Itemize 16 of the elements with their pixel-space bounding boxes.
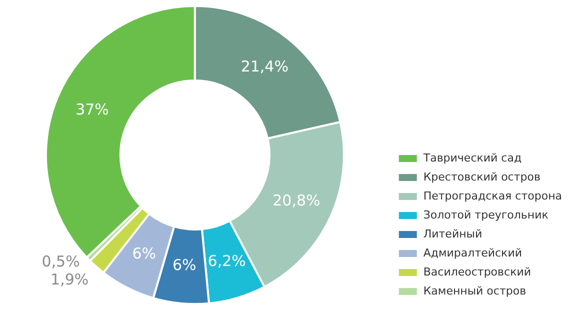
- legend-label: Петроградская сторона: [423, 189, 562, 202]
- data-label: 37%: [76, 100, 109, 119]
- legend-label: Таврический сад: [422, 151, 522, 164]
- data-label: 6,2%: [208, 252, 246, 270]
- data-label: 1,9%: [50, 270, 89, 289]
- legend-label: Василеостровский: [423, 265, 532, 278]
- legend-label: Золотой треугольник: [423, 208, 549, 222]
- data-label: 6%: [132, 244, 156, 262]
- legend-label: Крестовский остров: [423, 170, 540, 184]
- data-label: 20,8%: [272, 192, 320, 210]
- data-label: 0,5%: [42, 252, 80, 271]
- data-label: 6%: [172, 256, 196, 274]
- data-label: 21,4%: [240, 58, 288, 76]
- legend-label: Каменный остров: [423, 284, 526, 298]
- legend-label: Литейный: [423, 227, 482, 240]
- legend-label: Адмиралтейский: [423, 246, 522, 260]
